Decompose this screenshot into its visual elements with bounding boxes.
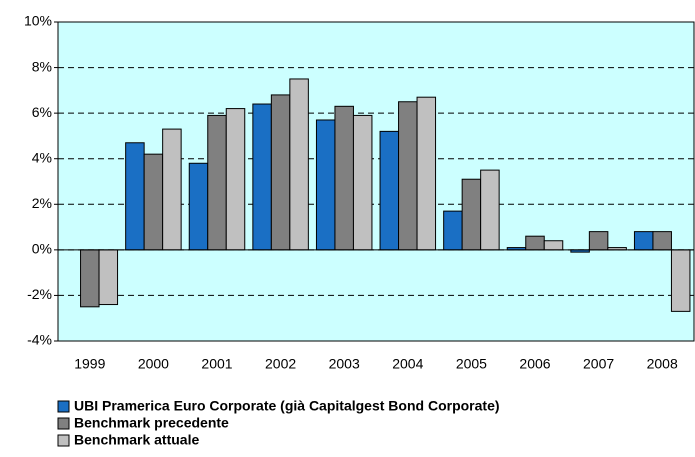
bar (80, 249, 100, 308)
bar (225, 108, 246, 251)
x-tick-label: 2001 (201, 356, 232, 372)
legend-label: UBI Pramerica Euro Corporate (già Capita… (74, 398, 500, 414)
x-tick-label: 2003 (329, 356, 360, 372)
bar (143, 153, 164, 251)
y-tick-label: 0% (32, 241, 52, 257)
bar (670, 249, 691, 312)
bar (633, 231, 654, 251)
y-tick-label: 4% (32, 149, 52, 165)
bar (270, 94, 291, 251)
y-tick-label: -4% (27, 332, 52, 348)
bar (588, 231, 609, 251)
x-tick-label: 2004 (392, 356, 423, 372)
bar (398, 101, 418, 251)
y-tick-label: 10% (24, 13, 52, 29)
legend-swatch (57, 417, 70, 430)
legend-label: Benchmark precedente (74, 415, 229, 431)
y-tick-label: 2% (32, 195, 52, 211)
bar (543, 240, 564, 251)
bar (525, 235, 545, 251)
bar (252, 103, 272, 251)
x-tick-label: 2002 (265, 356, 296, 372)
legend-label: Benchmark attuale (74, 432, 199, 448)
bar (416, 96, 437, 251)
bar (162, 128, 182, 251)
x-tick-label: 2000 (138, 356, 169, 372)
bar (207, 114, 227, 251)
y-tick-label: 6% (32, 104, 52, 120)
y-tick-label: -2% (27, 286, 52, 302)
bar (652, 231, 672, 251)
x-tick-label: 2008 (647, 356, 678, 372)
x-tick-label: 2007 (583, 356, 614, 372)
legend-swatch (57, 400, 70, 413)
y-tick-label: 8% (32, 58, 52, 74)
bar (480, 169, 500, 251)
bar (443, 210, 463, 251)
bar (98, 249, 119, 306)
bar (352, 114, 373, 251)
bar (315, 119, 336, 251)
bar (461, 178, 482, 251)
bar (334, 105, 354, 251)
bar (379, 130, 400, 251)
legend-swatch (57, 434, 70, 447)
bar (188, 162, 209, 251)
x-tick-label: 2005 (456, 356, 487, 372)
x-tick-label: 1999 (74, 356, 105, 372)
bar (289, 78, 309, 251)
x-tick-label: 2006 (519, 356, 550, 372)
bar (125, 142, 145, 251)
